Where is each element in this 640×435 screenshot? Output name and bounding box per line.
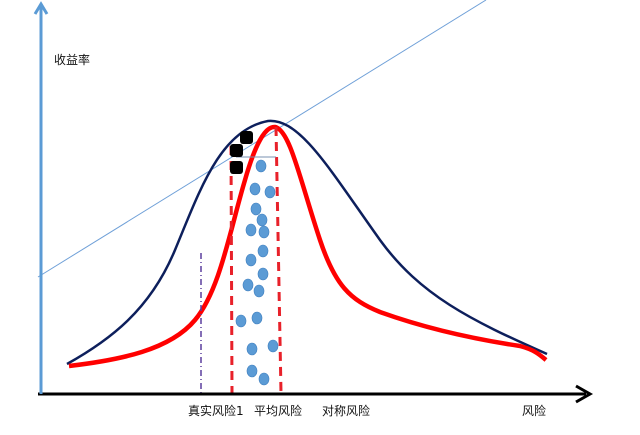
marker-square (230, 161, 243, 174)
average-risk-label: 平均风险 (254, 404, 303, 418)
wide-distribution-curve (66, 119, 548, 366)
marker-square (240, 131, 253, 144)
x-axis-arrow-icon (575, 384, 594, 404)
marker-square (230, 144, 243, 157)
left-dashed-bound (229, 145, 234, 394)
true-risk-label: 真实风险1 (188, 404, 244, 418)
right-dashed-bound (274, 126, 283, 394)
y-axis-label: 收益率 (54, 53, 91, 67)
y-axis-arrow-icon (33, 1, 49, 15)
x-axis-label: 风险 (522, 404, 547, 418)
sample-dots (235, 159, 279, 386)
narrow-distribution-curve (68, 124, 548, 369)
symmetric-risk-label: 对称风险 (322, 404, 371, 418)
